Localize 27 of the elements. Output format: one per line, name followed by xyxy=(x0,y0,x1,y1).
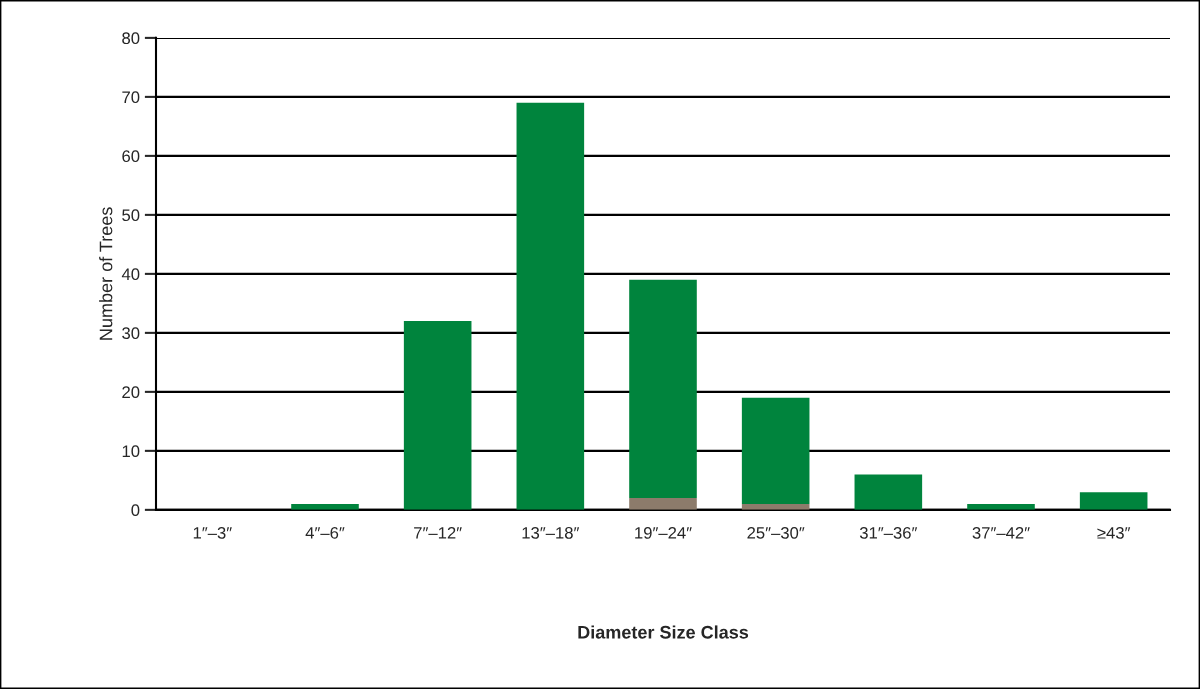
x-tick-label: 1″–3″ xyxy=(193,526,232,539)
bar xyxy=(629,498,697,510)
bar xyxy=(1079,492,1148,510)
y-tick-label: 30 xyxy=(122,327,140,340)
bar xyxy=(854,474,923,510)
x-tick-label: 31″–36″ xyxy=(859,526,918,539)
x-tick-label: 37″–42″ xyxy=(972,526,1030,539)
bar xyxy=(516,102,585,510)
y-tick-label: 70 xyxy=(122,91,140,104)
bar xyxy=(629,279,697,499)
bar xyxy=(741,397,810,504)
x-tick-label: ≥43″ xyxy=(1097,526,1131,539)
y-tick-label: 60 xyxy=(122,150,140,163)
y-tick-label: 50 xyxy=(122,209,140,222)
bar xyxy=(403,321,472,510)
x-axis-title: Diameter Size Class xyxy=(578,625,749,639)
x-tick-label: 7″–12″ xyxy=(414,526,462,539)
y-tick-label: 80 xyxy=(122,32,140,45)
y-axis-title: Number of Trees xyxy=(99,207,113,340)
y-tick-label: 40 xyxy=(121,268,140,281)
y-tick-label: 0 xyxy=(131,504,140,517)
x-tick-label: 4″–6″ xyxy=(305,526,345,539)
y-tick-label: 20 xyxy=(122,386,140,399)
x-tick-label: 13″–18″ xyxy=(522,526,580,539)
y-tick-label: 10 xyxy=(122,445,140,458)
x-tick-label: 25″–30″ xyxy=(747,526,805,539)
x-tick-label: 19″–24″ xyxy=(635,526,692,539)
